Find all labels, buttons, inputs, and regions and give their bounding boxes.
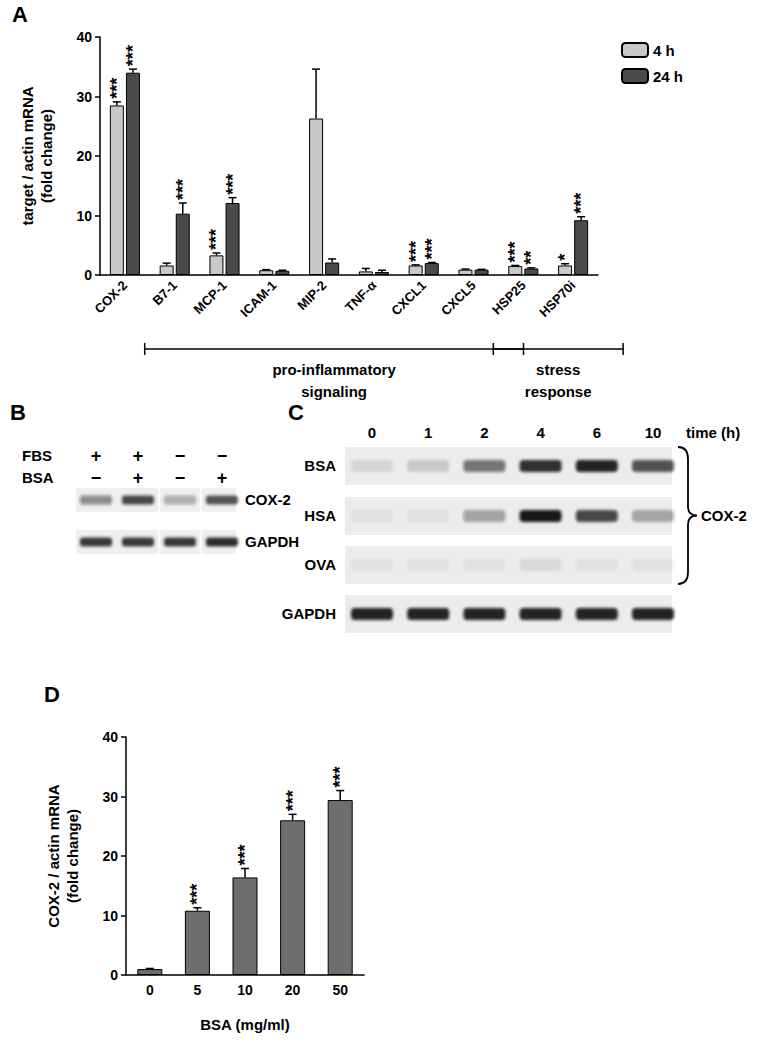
svg-text:10: 10 xyxy=(645,424,662,441)
svg-text:GAPDH: GAPDH xyxy=(245,533,299,550)
svg-text:20: 20 xyxy=(285,982,301,998)
svg-text:A: A xyxy=(12,2,28,27)
svg-text:4: 4 xyxy=(536,424,545,441)
svg-text:20: 20 xyxy=(102,848,118,864)
svg-text:pro-inflammatory: pro-inflammatory xyxy=(272,361,396,378)
svg-text:COX-2: COX-2 xyxy=(92,278,131,317)
svg-text:20: 20 xyxy=(76,148,92,164)
svg-text:30: 30 xyxy=(76,89,92,105)
svg-text:40: 40 xyxy=(102,729,118,745)
svg-text:stress: stress xyxy=(536,361,580,378)
svg-text:2: 2 xyxy=(480,424,488,441)
svg-text:50: 50 xyxy=(332,982,348,998)
svg-text:−: − xyxy=(217,446,228,466)
svg-text:ICAM-1: ICAM-1 xyxy=(237,278,279,320)
svg-text:HSP25: HSP25 xyxy=(489,278,529,318)
svg-text:target / actin mRNA: target / actin mRNA xyxy=(19,86,36,225)
svg-text:1: 1 xyxy=(424,424,432,441)
svg-text:BSA: BSA xyxy=(22,469,54,486)
svg-text:HSP70i: HSP70i xyxy=(536,278,578,320)
svg-text:CXCL5: CXCL5 xyxy=(438,278,479,319)
svg-text:10: 10 xyxy=(102,908,118,924)
svg-text:signaling: signaling xyxy=(301,383,367,400)
svg-text:(fold change): (fold change) xyxy=(64,809,81,903)
svg-text:CXCL1: CXCL1 xyxy=(388,278,429,319)
svg-text:COX-2 / actin mRNA: COX-2 / actin mRNA xyxy=(45,784,62,928)
svg-text:***: *** xyxy=(123,45,143,66)
svg-text:***: *** xyxy=(330,767,350,788)
svg-text:HSA: HSA xyxy=(304,507,336,524)
svg-text:BSA: BSA xyxy=(304,457,336,474)
svg-text:***: *** xyxy=(173,179,193,200)
svg-text:***: *** xyxy=(107,78,127,99)
svg-text:4 h: 4 h xyxy=(653,42,675,59)
svg-text:0: 0 xyxy=(110,967,118,983)
svg-text:B7-1: B7-1 xyxy=(149,278,180,309)
svg-text:***: *** xyxy=(422,238,442,259)
svg-text:B: B xyxy=(10,400,26,425)
svg-text:response: response xyxy=(525,383,592,400)
svg-text:(fold change): (fold change) xyxy=(38,109,55,203)
svg-text:0: 0 xyxy=(146,982,154,998)
svg-text:OVA: OVA xyxy=(305,556,337,573)
svg-text:−: − xyxy=(91,468,102,488)
svg-text:COX-2: COX-2 xyxy=(701,507,747,524)
svg-text:−: − xyxy=(175,468,186,488)
svg-text:5: 5 xyxy=(194,982,202,998)
svg-text:***: *** xyxy=(235,844,255,865)
svg-text:24 h: 24 h xyxy=(653,68,683,85)
svg-text:+: + xyxy=(91,446,102,466)
svg-text:+: + xyxy=(217,468,228,488)
svg-text:30: 30 xyxy=(102,789,118,805)
svg-text:time (h): time (h) xyxy=(686,424,740,441)
svg-text:6: 6 xyxy=(593,424,601,441)
svg-text:0: 0 xyxy=(368,424,376,441)
svg-text:MCP-1: MCP-1 xyxy=(191,278,230,317)
svg-text:MIP-2: MIP-2 xyxy=(294,278,329,313)
svg-text:BSA (mg/ml): BSA (mg/ml) xyxy=(200,1016,289,1033)
svg-text:GAPDH: GAPDH xyxy=(282,605,336,622)
svg-text:−: − xyxy=(175,446,186,466)
svg-text:**: ** xyxy=(521,251,541,265)
svg-text:***: *** xyxy=(206,229,226,250)
svg-text:C: C xyxy=(288,400,304,425)
svg-text:***: *** xyxy=(187,884,207,905)
svg-text:10: 10 xyxy=(76,208,92,224)
svg-text:***: *** xyxy=(283,790,303,811)
svg-text:10: 10 xyxy=(237,982,253,998)
svg-text:*: * xyxy=(555,254,575,261)
svg-text:***: *** xyxy=(571,193,591,214)
svg-text:+: + xyxy=(133,468,144,488)
svg-text:***: *** xyxy=(223,174,243,195)
svg-text:D: D xyxy=(44,682,60,707)
svg-text:+: + xyxy=(133,446,144,466)
svg-text:COX-2: COX-2 xyxy=(245,491,291,508)
svg-text:40: 40 xyxy=(76,29,92,45)
svg-text:TNF-α: TNF-α xyxy=(342,278,379,315)
svg-text:0: 0 xyxy=(84,267,92,283)
svg-text:FBS: FBS xyxy=(22,447,52,464)
